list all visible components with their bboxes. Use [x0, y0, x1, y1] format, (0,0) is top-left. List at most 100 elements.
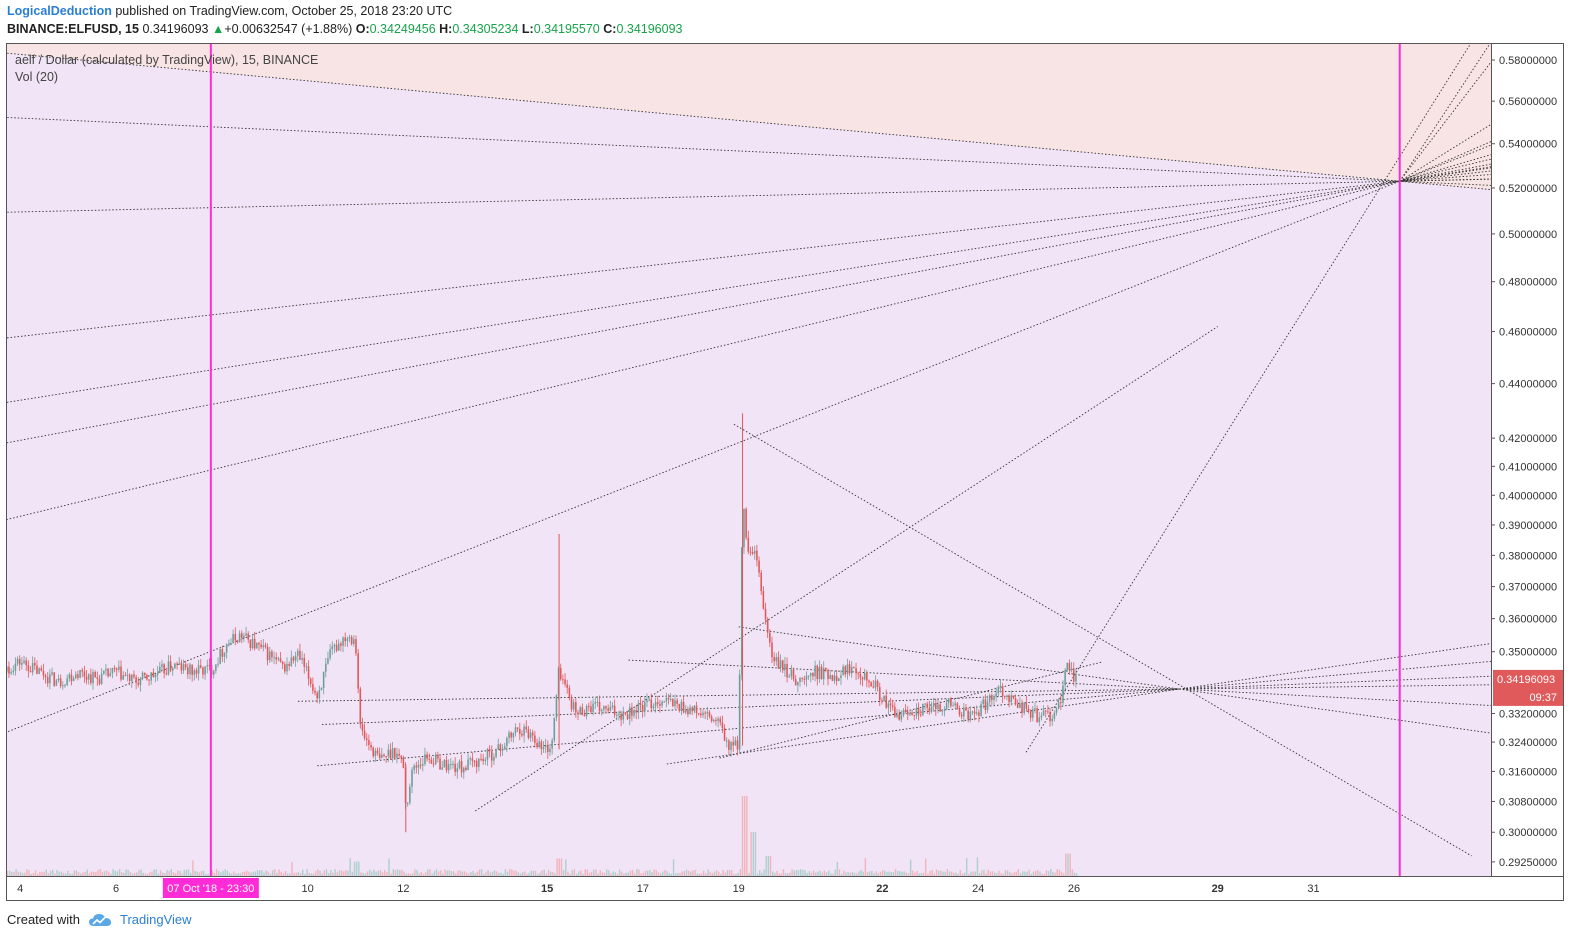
candle-body	[917, 707, 920, 715]
cross-line[interactable]	[475, 326, 1218, 812]
candle-body	[510, 732, 512, 738]
candle-body	[307, 666, 310, 679]
fan-line[interactable]	[6, 50, 1491, 191]
y-tick-label: 0.31600000	[1499, 766, 1557, 778]
candle-body	[421, 764, 424, 766]
volume-bar	[384, 870, 386, 876]
candle-body	[204, 666, 206, 675]
candle-body	[439, 758, 441, 770]
candle-body	[988, 695, 991, 702]
volume-bar	[334, 869, 336, 876]
volume-bar	[1075, 873, 1078, 876]
candle-body	[833, 675, 836, 681]
candle-body	[639, 703, 642, 705]
fan-line[interactable]	[1399, 178, 1491, 182]
fan-line[interactable]	[6, 116, 1491, 186]
candle-body	[986, 701, 989, 710]
candle-body	[234, 634, 237, 641]
candle-body	[1036, 708, 1038, 723]
fan-line[interactable]	[6, 170, 1491, 342]
volume-bar	[144, 873, 147, 876]
volume-bar	[330, 870, 332, 876]
candle-body	[969, 711, 972, 720]
volume-bar	[200, 871, 203, 876]
author-link[interactable]: LogicalDeduction	[7, 4, 112, 18]
volume-bar	[961, 873, 964, 876]
candle-body	[887, 703, 890, 708]
volume-bar	[442, 873, 444, 876]
trend-line[interactable]	[666, 688, 1180, 765]
fan-line[interactable]	[6, 178, 1491, 213]
candle-body	[518, 728, 521, 734]
volume-bar	[1024, 871, 1026, 876]
trend-line-extension[interactable]	[1179, 688, 1491, 706]
volume-bar	[991, 871, 994, 876]
candle-body	[1047, 711, 1049, 713]
fan-line[interactable]	[1399, 124, 1491, 182]
candle-body	[225, 645, 228, 653]
fan-line[interactable]	[1399, 61, 1491, 182]
candle-body	[900, 715, 903, 720]
candle-body	[935, 703, 937, 710]
volume-bar	[670, 873, 673, 876]
fan-line[interactable]	[1399, 174, 1491, 182]
candle-body	[23, 660, 25, 663]
candle-body	[712, 719, 715, 722]
volume-bar	[284, 871, 287, 876]
fan-line[interactable]	[1399, 141, 1491, 182]
fan-line[interactable]	[1399, 167, 1491, 182]
candle-body	[331, 646, 334, 650]
candle-body	[641, 704, 644, 712]
volume-bar	[905, 872, 908, 876]
candle-body	[1016, 704, 1019, 708]
volume-bar	[823, 870, 826, 876]
candle-body	[592, 703, 594, 713]
cross-line[interactable]	[733, 423, 1472, 857]
trend-line-extension[interactable]	[1179, 675, 1491, 690]
candle-body	[450, 763, 452, 765]
fan-line[interactable]	[6, 166, 1491, 408]
candle-body	[245, 633, 247, 636]
candle-body	[1038, 717, 1041, 723]
volume-bar	[192, 860, 194, 876]
price-chart[interactable]: 0.58000000 0.56000000 0.54000000 0.52000000…	[0, 43, 1564, 901]
trend-line[interactable]	[628, 659, 1180, 690]
volume-bar	[416, 870, 418, 876]
trend-line[interactable]	[321, 688, 1180, 725]
fan-line[interactable]	[6, 144, 1491, 746]
volume-bar	[739, 869, 742, 876]
volume-bar	[446, 870, 448, 876]
candle-body	[150, 672, 153, 681]
volume-bar	[912, 870, 914, 876]
volume-bar	[138, 870, 140, 876]
volume-bar	[687, 870, 690, 876]
volume-bar	[136, 872, 138, 876]
candle-body	[376, 750, 379, 754]
trend-line[interactable]	[317, 688, 1180, 767]
volume-bar	[177, 870, 179, 876]
trend-line[interactable]	[738, 626, 1180, 690]
cross-line[interactable]	[719, 661, 1103, 759]
volume-bar	[959, 870, 961, 876]
candle-body	[840, 675, 842, 679]
candle-body	[456, 768, 459, 772]
volume-bar	[599, 870, 601, 876]
tradingview-link[interactable]: TradingView	[119, 912, 192, 927]
volume-bar	[849, 872, 851, 876]
candle-body	[355, 639, 357, 654]
candle-body	[152, 672, 155, 678]
candle-body	[728, 740, 730, 750]
volume-bar	[353, 861, 356, 876]
y-tick-label: 0.30000000	[1499, 827, 1557, 839]
chart-area[interactable]: 0.58000000 0.56000000 0.54000000 0.52000000…	[0, 43, 1564, 901]
candle-body	[126, 674, 129, 676]
volume-bar	[625, 872, 627, 876]
candle-body	[506, 738, 508, 747]
candle-body	[434, 754, 437, 764]
fan-line[interactable]	[6, 158, 1491, 528]
trend-line-extension[interactable]	[1179, 684, 1491, 690]
candle-body	[368, 740, 370, 745]
volume-bar	[431, 873, 433, 876]
volume-bar	[172, 872, 175, 876]
candle-body	[525, 726, 528, 730]
